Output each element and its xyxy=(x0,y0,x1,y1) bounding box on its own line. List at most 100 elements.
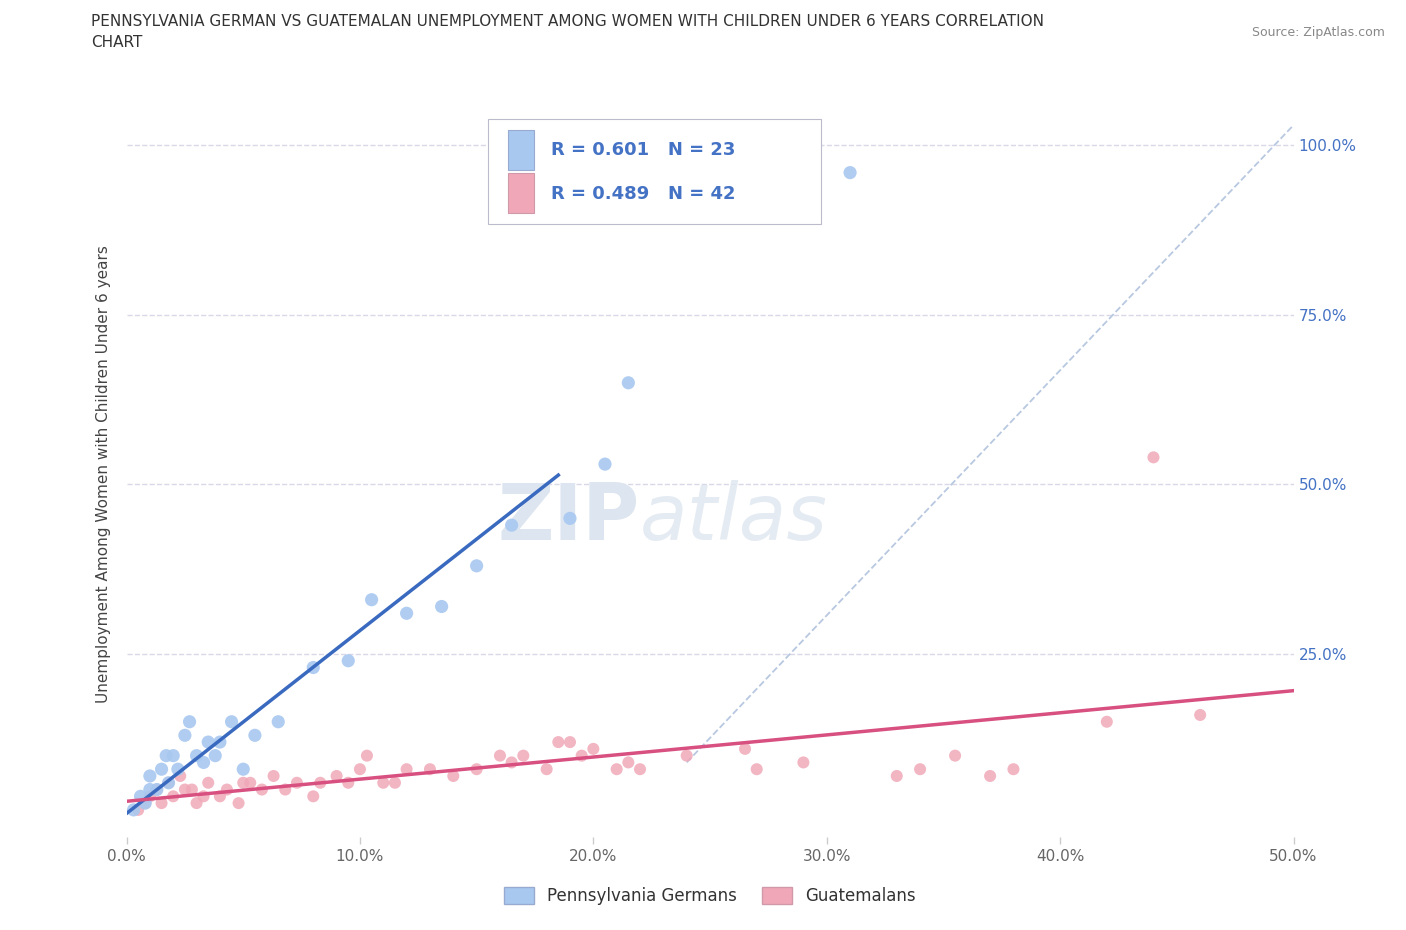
Point xyxy=(558,511,581,525)
Text: Source: ZipAtlas.com: Source: ZipAtlas.com xyxy=(1251,26,1385,39)
Point xyxy=(162,749,184,764)
Point xyxy=(465,558,488,573)
Point xyxy=(134,796,156,811)
Point xyxy=(501,755,523,770)
Y-axis label: Unemployment Among Women with Children Under 6 years: Unemployment Among Women with Children U… xyxy=(96,246,111,703)
Point xyxy=(146,782,169,797)
Point xyxy=(979,768,1001,783)
Point xyxy=(146,782,169,797)
Point xyxy=(180,782,202,797)
Point xyxy=(489,749,512,764)
Point xyxy=(384,776,406,790)
Point xyxy=(193,789,215,804)
Point xyxy=(886,768,908,783)
Point xyxy=(139,789,162,804)
Point xyxy=(908,762,931,777)
Point xyxy=(628,762,651,777)
Point xyxy=(221,714,243,729)
Point xyxy=(395,605,418,620)
Point xyxy=(197,776,219,790)
Point xyxy=(174,728,197,743)
Point xyxy=(208,789,231,804)
Point xyxy=(139,782,162,797)
Point xyxy=(167,762,190,777)
Point xyxy=(285,776,308,790)
Point xyxy=(204,749,226,764)
Point xyxy=(139,768,162,783)
Point xyxy=(430,599,453,614)
Point xyxy=(582,741,605,756)
Point xyxy=(617,755,640,770)
Point xyxy=(745,762,768,777)
Point xyxy=(465,762,488,777)
Point xyxy=(155,749,177,764)
Point xyxy=(129,789,152,804)
Text: CHART: CHART xyxy=(91,35,143,50)
Point xyxy=(441,768,464,783)
Point xyxy=(302,660,325,675)
Point xyxy=(512,749,534,764)
FancyBboxPatch shape xyxy=(488,119,821,224)
Point xyxy=(419,762,441,777)
Point xyxy=(675,749,697,764)
Point xyxy=(122,803,145,817)
Point xyxy=(179,714,201,729)
Point xyxy=(162,789,184,804)
Point xyxy=(1189,708,1212,723)
Point xyxy=(127,803,149,817)
Point xyxy=(734,741,756,756)
Point xyxy=(157,776,180,790)
Point xyxy=(134,796,156,811)
Point xyxy=(1142,450,1164,465)
Point xyxy=(501,518,523,533)
Point xyxy=(337,776,360,790)
Text: atlas: atlas xyxy=(640,480,828,556)
Point xyxy=(232,776,254,790)
Point xyxy=(174,782,197,797)
Point xyxy=(1095,714,1118,729)
Text: R = 0.601   N = 23: R = 0.601 N = 23 xyxy=(551,141,735,159)
Point xyxy=(943,749,966,764)
Point xyxy=(558,735,581,750)
Point xyxy=(617,376,640,391)
Point xyxy=(325,768,347,783)
Point xyxy=(157,776,180,790)
Point xyxy=(349,762,371,777)
Text: R = 0.489   N = 42: R = 0.489 N = 42 xyxy=(551,184,735,203)
Point xyxy=(228,796,250,811)
Point xyxy=(243,728,266,743)
Point xyxy=(250,782,273,797)
Point xyxy=(150,762,173,777)
Point xyxy=(571,749,593,764)
FancyBboxPatch shape xyxy=(508,130,534,169)
Legend: Pennsylvania Germans, Guatemalans: Pennsylvania Germans, Guatemalans xyxy=(498,881,922,912)
Point xyxy=(197,735,219,750)
Point xyxy=(309,776,332,790)
Point xyxy=(215,782,238,797)
Point xyxy=(337,653,360,668)
Point xyxy=(547,735,569,750)
Point xyxy=(606,762,628,777)
Point xyxy=(839,166,862,180)
Point xyxy=(186,796,208,811)
Point xyxy=(186,749,208,764)
Point xyxy=(208,735,231,750)
Point xyxy=(360,592,382,607)
Point xyxy=(193,755,215,770)
Text: ZIP: ZIP xyxy=(498,480,640,556)
Point xyxy=(792,755,814,770)
Point xyxy=(267,714,290,729)
Point xyxy=(395,762,418,777)
Text: PENNSYLVANIA GERMAN VS GUATEMALAN UNEMPLOYMENT AMONG WOMEN WITH CHILDREN UNDER 6: PENNSYLVANIA GERMAN VS GUATEMALAN UNEMPL… xyxy=(91,14,1045,29)
Point xyxy=(263,768,285,783)
Point xyxy=(373,776,395,790)
Point xyxy=(356,749,378,764)
Point xyxy=(274,782,297,797)
Point xyxy=(1002,762,1025,777)
Point xyxy=(593,457,616,472)
Point xyxy=(232,762,254,777)
FancyBboxPatch shape xyxy=(508,173,534,213)
Point xyxy=(150,796,173,811)
Point xyxy=(239,776,262,790)
Point xyxy=(169,768,191,783)
